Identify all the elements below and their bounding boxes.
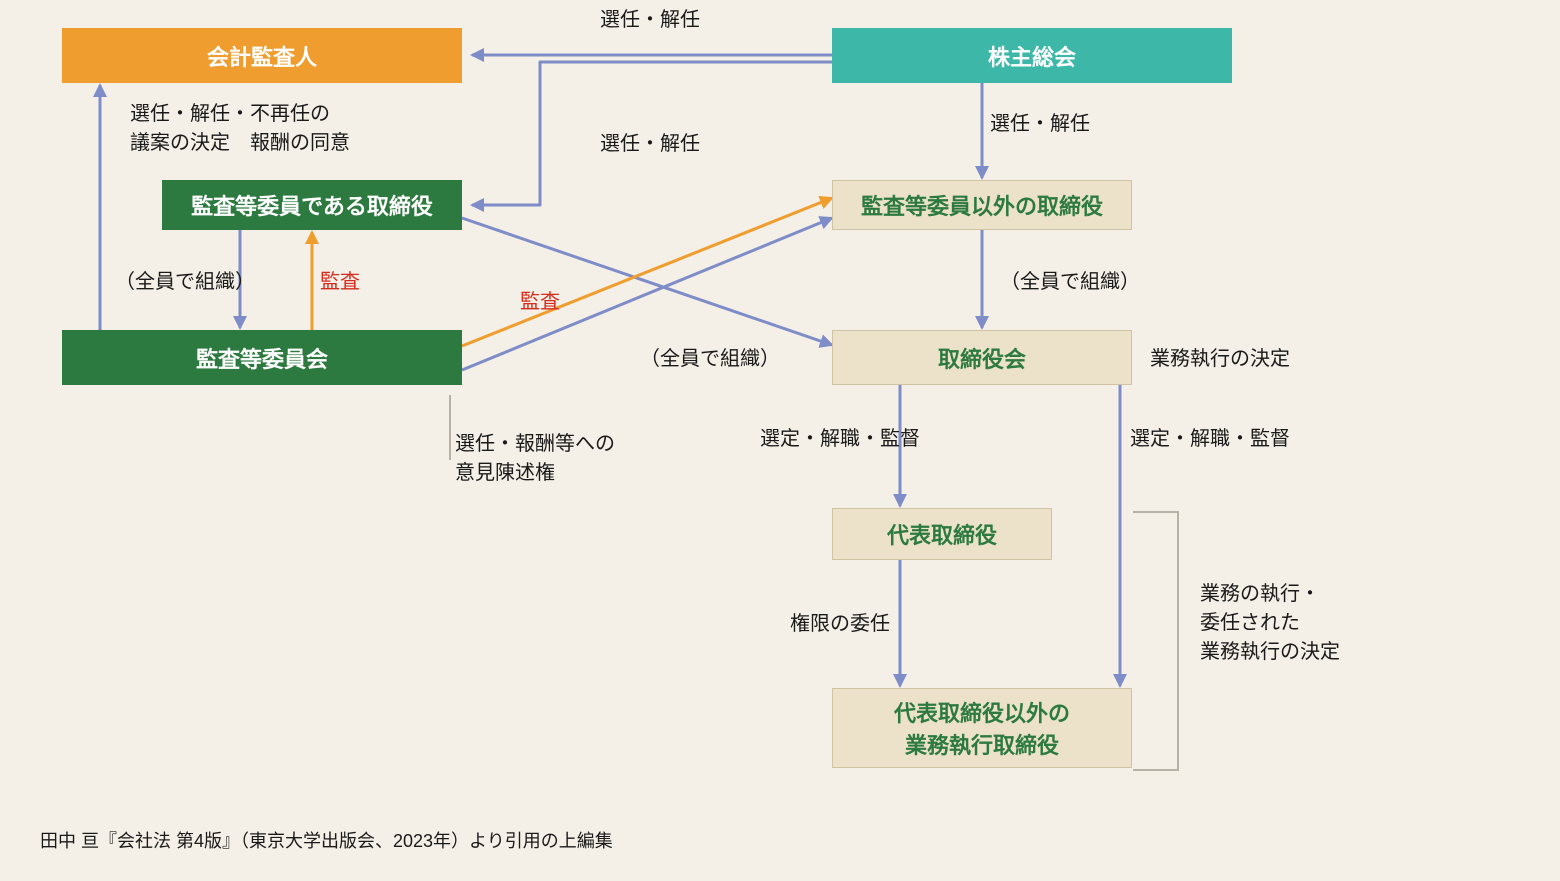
label-7: （全員で組織） (1000, 268, 1140, 297)
node-repdir: 代表取締役 (832, 508, 1052, 560)
label-9: 業務執行の決定 (1150, 345, 1290, 374)
node-odirectors: 監査等委員以外の取締役 (832, 180, 1132, 230)
label-10: 選任・報酬等への 意見陳述権 (455, 430, 615, 488)
label-3: 選任・解任・不再任の 議案の決定 報酬の同意 (130, 100, 350, 158)
label-0: 選任・解任 (600, 6, 700, 35)
label-13: 権限の委任 (790, 610, 890, 639)
label-8: （全員で組織） (640, 345, 780, 374)
label-4: （全員で組織） (115, 268, 255, 297)
node-adirectors: 監査等委員である取締役 (162, 180, 462, 230)
node-board: 取締役会 (832, 330, 1132, 385)
node-execdir: 代表取締役以外の 業務執行取締役 (832, 688, 1132, 768)
node-auditor: 会計監査人 (62, 28, 462, 83)
label-2: 選任・解任 (600, 130, 700, 159)
label-14: 業務の執行・ 委任された 業務執行の決定 (1200, 580, 1340, 667)
label-1: 選任・解任 (990, 110, 1090, 139)
label-5: 監査 (320, 268, 360, 297)
label-11: 選定・解職・監督 (760, 425, 920, 454)
diagram-stage: 会計監査人 株主総会監査等委員である取締役監査等委員会 監査等委員以外の取締役取締役… (0, 0, 1560, 881)
label-6: 監査 (520, 288, 560, 317)
label-15: 田中 亘『会社法 第4版』（東京大学出版会、2023年）より引用の上編集 (40, 828, 613, 854)
node-acommittee: 監査等委員会 (62, 330, 462, 385)
node-gmeeting: 株主総会 (832, 28, 1232, 83)
label-12: 選定・解職・監督 (1130, 425, 1290, 454)
